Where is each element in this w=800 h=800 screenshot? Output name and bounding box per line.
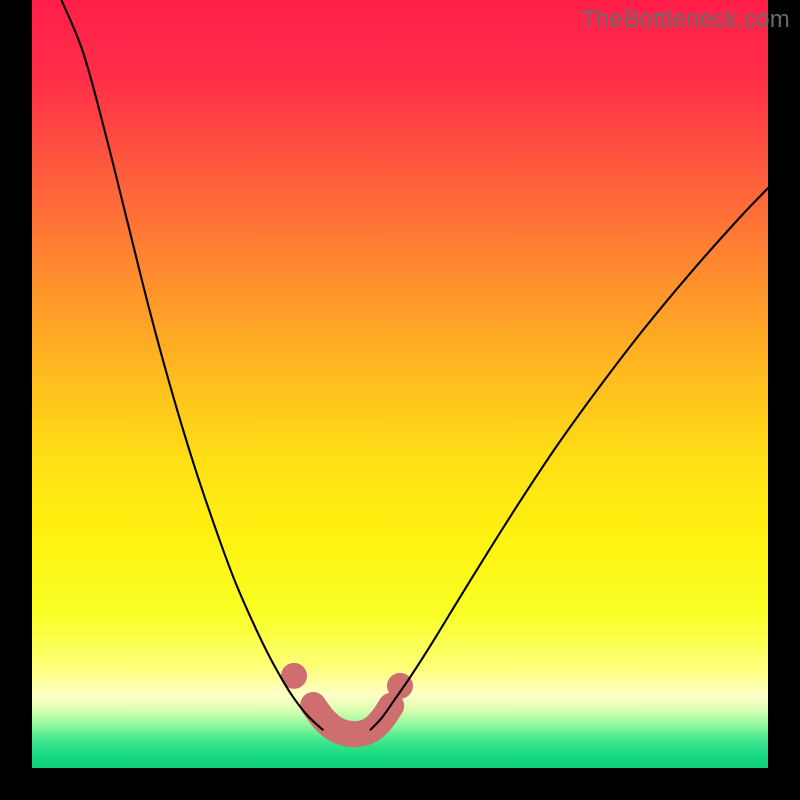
frame-border-right (768, 0, 800, 800)
frame-border-bottom (0, 768, 800, 800)
chart-plot-area (32, 0, 768, 768)
performance-curve-right (371, 188, 768, 729)
frame-border-left (0, 0, 32, 800)
chart-curves-layer (32, 0, 768, 768)
performance-curve-left (61, 0, 322, 730)
bottleneck-accent-dot-right (387, 673, 413, 699)
watermark-text: TheBottleneck.com (581, 6, 790, 34)
